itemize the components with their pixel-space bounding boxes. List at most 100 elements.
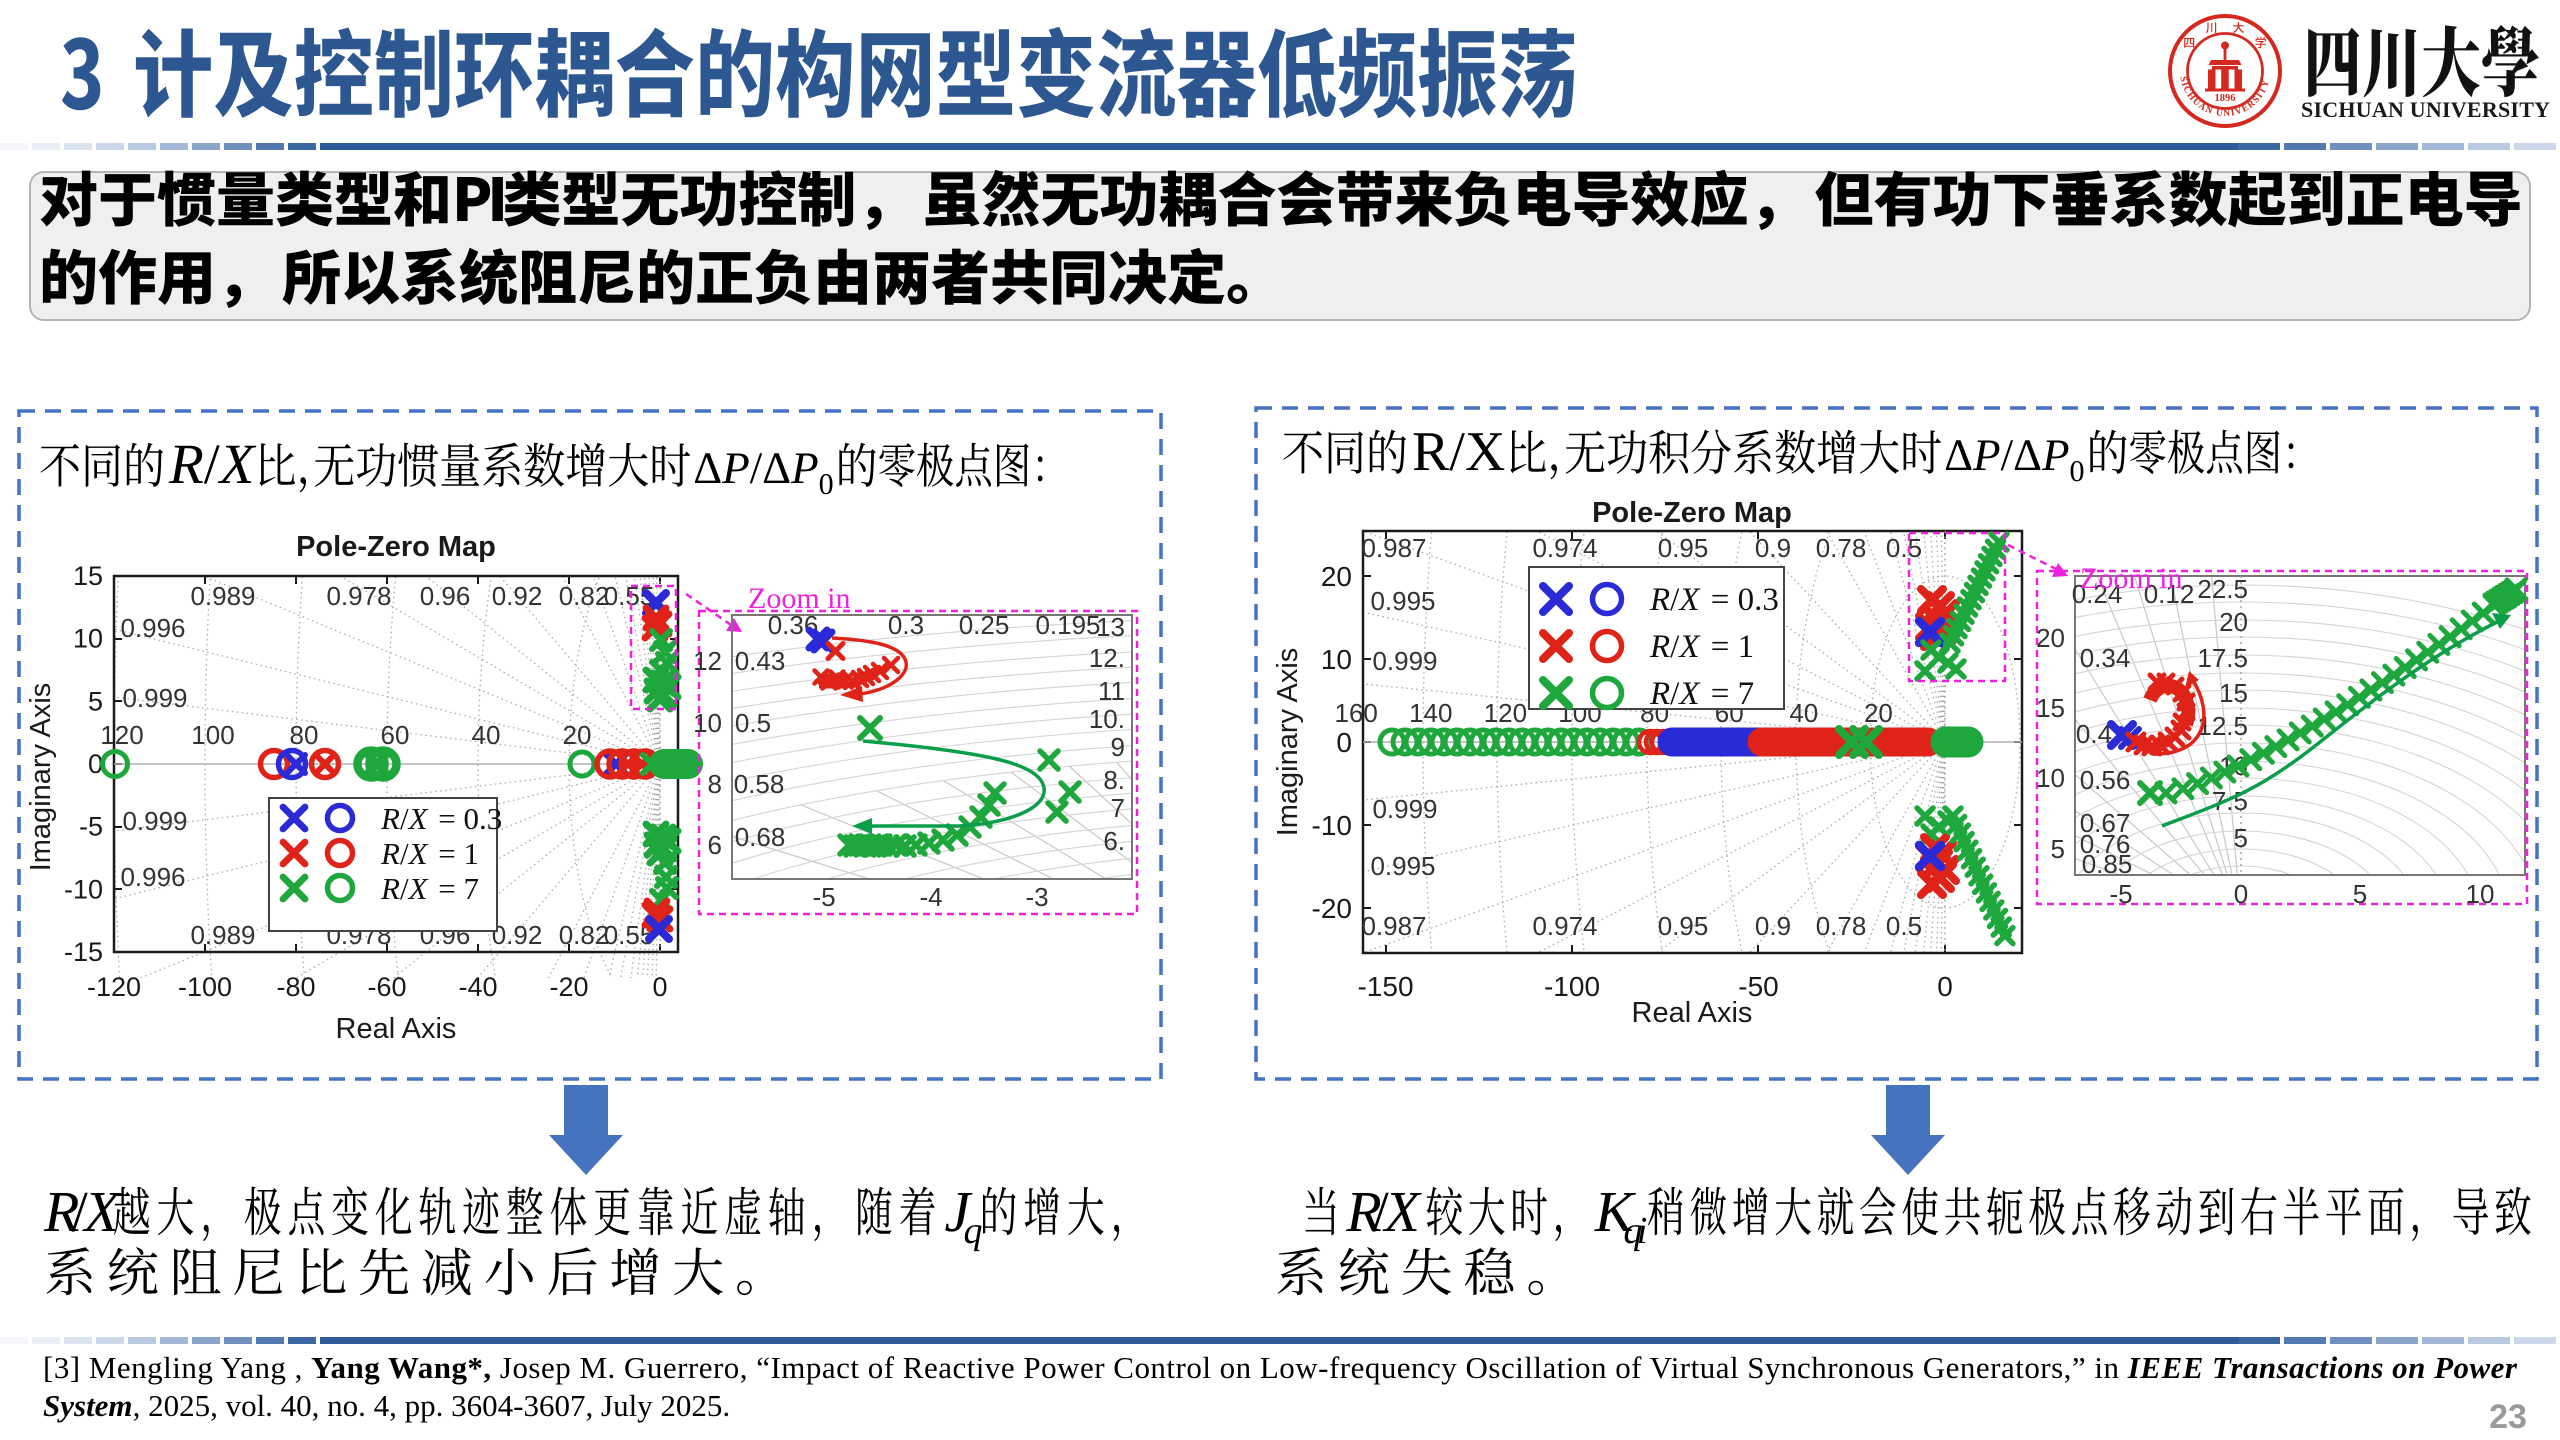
svg-text:15: 15	[2036, 693, 2065, 723]
svg-text:0.82: 0.82	[559, 581, 610, 611]
svg-text:20: 20	[2036, 623, 2065, 653]
svg-text:17.5: 17.5	[2197, 643, 2248, 673]
svg-text:0.58: 0.58	[734, 769, 785, 799]
svg-text:0.96: 0.96	[420, 581, 471, 611]
svg-text:R/X = 0.3: R/X = 0.3	[1649, 582, 1779, 618]
svg-text:40: 40	[1789, 698, 1818, 728]
svg-text:11: 11	[1098, 676, 1125, 706]
svg-text:-80: -80	[276, 972, 315, 1002]
svg-text:120: 120	[1484, 698, 1527, 728]
svg-text:100: 100	[191, 720, 234, 750]
svg-text:20: 20	[1321, 561, 1352, 592]
svg-text:0: 0	[1937, 971, 1953, 1002]
svg-text:0.95: 0.95	[1658, 533, 1709, 563]
svg-text:0.85: 0.85	[2082, 849, 2133, 879]
svg-text:-3: -3	[1025, 882, 1048, 912]
svg-text:60: 60	[381, 720, 410, 750]
svg-text:Pole-Zero Map: Pole-Zero Map	[296, 531, 496, 563]
svg-text:Imaginary Axis: Imaginary Axis	[25, 683, 57, 872]
svg-text:13: 13	[1096, 612, 1125, 642]
svg-text:R/X = 7: R/X = 7	[1649, 676, 1754, 712]
svg-text:0.95: 0.95	[1658, 911, 1709, 941]
svg-text:0.996: 0.996	[120, 613, 185, 643]
svg-text:0.78: 0.78	[1816, 533, 1867, 563]
svg-text:7: 7	[1111, 793, 1125, 823]
svg-text:0.9: 0.9	[1755, 533, 1791, 563]
svg-text:-15: -15	[64, 937, 103, 967]
svg-text:0.92: 0.92	[492, 920, 543, 950]
svg-text:0.82: 0.82	[559, 920, 610, 950]
svg-text:5: 5	[2234, 823, 2248, 853]
svg-text:160: 160	[1335, 698, 1378, 728]
svg-text:140: 140	[1409, 698, 1452, 728]
svg-text:40: 40	[472, 720, 501, 750]
svg-text:0.4: 0.4	[2076, 719, 2112, 749]
svg-text:0.25: 0.25	[959, 610, 1010, 640]
svg-text:0.974: 0.974	[1532, 911, 1597, 941]
svg-text:8.: 8.	[1103, 765, 1125, 795]
svg-text:5: 5	[88, 686, 103, 716]
svg-text:0.999: 0.999	[122, 683, 187, 713]
svg-text:15: 15	[2219, 678, 2248, 708]
svg-text:6: 6	[708, 830, 722, 860]
svg-text:-120: -120	[87, 972, 141, 1002]
svg-text:12.5: 12.5	[2197, 711, 2248, 741]
svg-text:-5: -5	[79, 812, 103, 842]
svg-text:12.: 12.	[1089, 643, 1125, 673]
svg-text:12: 12	[693, 646, 722, 676]
svg-text:-60: -60	[367, 972, 406, 1002]
svg-text:Real Axis: Real Axis	[336, 1013, 457, 1045]
svg-text:System, 2025, vol. 40, no. 4,: System, 2025, vol. 40, no. 4, pp. 3604-3…	[43, 1388, 730, 1423]
svg-text:-5: -5	[2109, 879, 2132, 909]
svg-text:0: 0	[1336, 727, 1352, 758]
svg-text:-50: -50	[1738, 971, 1778, 1002]
svg-text:8: 8	[708, 769, 722, 799]
svg-text:0.999: 0.999	[1372, 646, 1437, 676]
svg-text:-20: -20	[549, 972, 588, 1002]
svg-text:0.92: 0.92	[492, 581, 543, 611]
svg-text:0.995: 0.995	[1370, 851, 1435, 881]
svg-text:0.43: 0.43	[735, 646, 786, 676]
svg-text:0.989: 0.989	[190, 920, 255, 950]
svg-text:-100: -100	[1544, 971, 1600, 1002]
svg-text:7.5: 7.5	[2212, 786, 2248, 816]
svg-text:-4: -4	[919, 882, 942, 912]
svg-text:1896: 1896	[2215, 93, 2236, 104]
svg-text:0.76: 0.76	[2080, 829, 2131, 859]
svg-text:Zoom in: Zoom in	[748, 582, 851, 615]
svg-text:R/X = 1: R/X = 1	[1649, 629, 1754, 665]
svg-text:0.78: 0.78	[1816, 911, 1867, 941]
svg-text:0.68: 0.68	[735, 822, 786, 852]
svg-text:0.5: 0.5	[735, 708, 771, 738]
svg-text:0.24: 0.24	[2072, 579, 2123, 609]
svg-text:SICHUAN UNIVERSITY: SICHUAN UNIVERSITY	[2301, 97, 2551, 122]
svg-text:0.195: 0.195	[1035, 610, 1100, 640]
svg-text:120: 120	[100, 720, 143, 750]
svg-text:-5: -5	[812, 882, 835, 912]
svg-text:0.5: 0.5	[1886, 533, 1922, 563]
svg-text:-150: -150	[1357, 971, 1413, 1002]
svg-text:-40: -40	[458, 972, 497, 1002]
svg-text:10.: 10.	[1089, 704, 1125, 734]
svg-text:6.: 6.	[1103, 826, 1125, 856]
svg-text:0.5: 0.5	[1886, 911, 1922, 941]
svg-text:0.3: 0.3	[888, 610, 924, 640]
svg-text:0.987: 0.987	[1361, 911, 1426, 941]
svg-text:15: 15	[73, 561, 103, 591]
svg-text:20: 20	[1864, 698, 1893, 728]
svg-text:0.12: 0.12	[2144, 579, 2195, 609]
svg-text:0.56: 0.56	[2080, 765, 2131, 795]
svg-text:R/X = 0.3: R/X = 0.3	[380, 801, 502, 836]
svg-text:Imaginary Axis: Imaginary Axis	[1272, 648, 1304, 837]
svg-text:0.996: 0.996	[120, 862, 185, 892]
svg-text:0.987: 0.987	[1361, 533, 1426, 563]
svg-text:10: 10	[2466, 879, 2495, 909]
svg-text:-10: -10	[64, 874, 103, 904]
svg-text:0.995: 0.995	[1370, 586, 1435, 616]
svg-text:Real Axis: Real Axis	[1632, 997, 1753, 1029]
svg-text:10: 10	[1321, 644, 1352, 675]
svg-text:-100: -100	[178, 972, 232, 1002]
svg-text:5: 5	[2353, 879, 2367, 909]
svg-text:0.999: 0.999	[122, 806, 187, 836]
svg-text:0.989: 0.989	[190, 581, 255, 611]
